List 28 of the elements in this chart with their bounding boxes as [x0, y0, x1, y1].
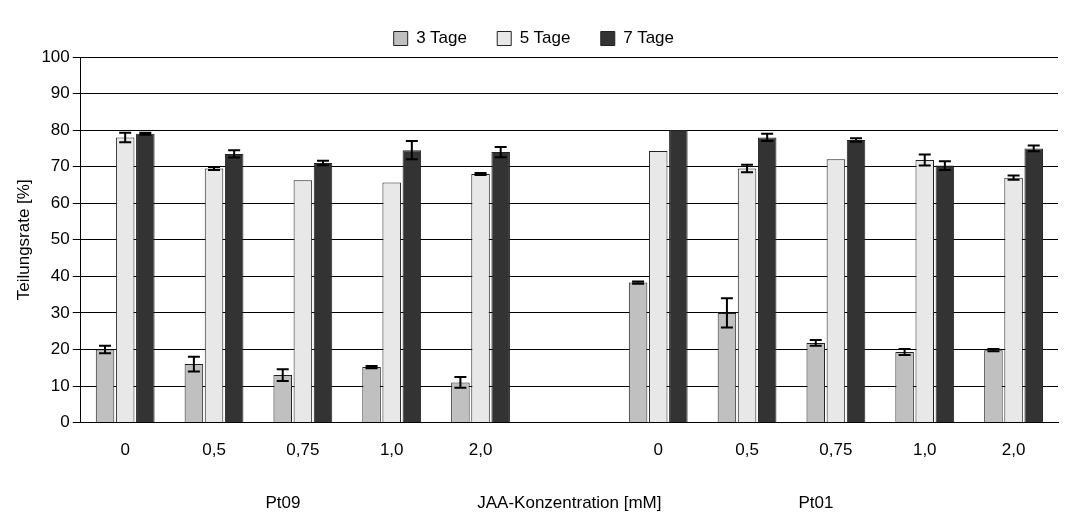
legend-label: 5 Tage — [519, 28, 571, 48]
x-axis-title: JAA-Konzentration [mM] — [477, 492, 662, 512]
y-tick-label: 0 — [60, 412, 70, 432]
legend-label: 7 Tage — [623, 28, 675, 48]
x-tick-label: 0,5 — [735, 440, 759, 460]
y-tick-label: 30 — [50, 302, 70, 322]
x-tick-label: 0 — [653, 440, 663, 460]
y-tick-label: 10 — [50, 375, 70, 395]
y-tick-label: 60 — [50, 192, 70, 212]
x-tick-label: 0,5 — [202, 440, 226, 460]
x-tick-label: 2,0 — [468, 440, 493, 460]
y-tick-label: 20 — [50, 339, 70, 359]
text: Pt01 — [798, 492, 834, 512]
x-tick-label: 1,0 — [379, 440, 404, 460]
y-tick-label: 40 — [50, 266, 70, 286]
y-tick-label: 100 — [41, 46, 70, 66]
y-tick-label: 80 — [50, 119, 70, 139]
x-tick-label: 0 — [120, 440, 130, 460]
x-tick-label: 2,0 — [1001, 440, 1026, 460]
y-tick-label: 90 — [50, 83, 70, 103]
x-tick-label: 0,75 — [286, 440, 320, 460]
x-tick-label: 0,75 — [819, 440, 853, 460]
text: Pt09 — [265, 492, 301, 512]
y-tick-label: 50 — [50, 229, 70, 249]
y-axis-title: Teilungsrate [%] — [13, 179, 33, 301]
x-tick-label: 1,0 — [912, 440, 937, 460]
legend-label: 3 Tage — [416, 28, 467, 48]
y-tick-label: 70 — [50, 156, 70, 176]
